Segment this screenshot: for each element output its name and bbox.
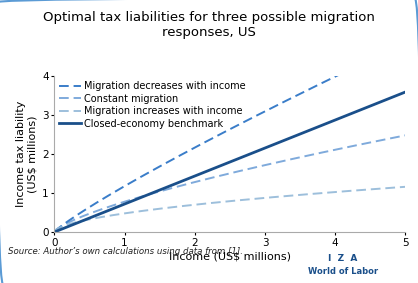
Text: World of Labor: World of Labor <box>308 267 378 276</box>
X-axis label: Income (US$ millions): Income (US$ millions) <box>169 252 291 262</box>
Text: Source: Author’s own calculations using data from [1].: Source: Author’s own calculations using … <box>8 247 243 256</box>
Legend: Migration decreases with income, Constant migration, Migration increases with in: Migration decreases with income, Constan… <box>57 79 248 130</box>
Text: Optimal tax liabilities for three possible migration
responses, US: Optimal tax liabilities for three possib… <box>43 11 375 39</box>
Y-axis label: Income tax liability
(US$ millions): Income tax liability (US$ millions) <box>16 101 38 207</box>
Text: I  Z  A: I Z A <box>328 254 357 263</box>
